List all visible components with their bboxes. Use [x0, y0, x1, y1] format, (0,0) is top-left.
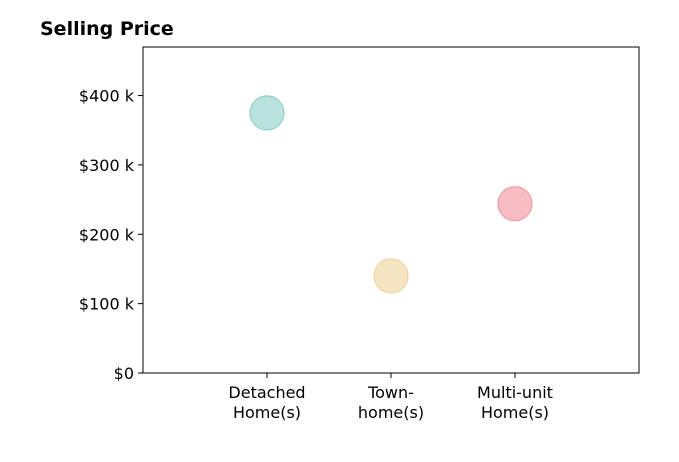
y-tick-label: $300 k — [79, 156, 135, 175]
x-tick-label: Home(s) — [233, 403, 301, 422]
y-tick-label: $200 k — [79, 225, 135, 244]
x-tick-label: home(s) — [358, 403, 424, 422]
x-tick-label: Detached — [228, 383, 305, 402]
data-points — [249, 95, 533, 294]
x-tick-label: Town- — [367, 383, 414, 402]
data-point — [249, 95, 285, 131]
x-tick-label: Multi-unit — [477, 383, 553, 402]
plot-frame — [142, 46, 640, 374]
data-point — [373, 258, 409, 294]
x-tick-label: Home(s) — [481, 403, 549, 422]
y-tick-label: $0 — [114, 364, 134, 383]
y-axis: $0 $100 k $200 k $300 k $400 k — [79, 87, 143, 383]
chart-title: Selling Price — [40, 18, 174, 40]
y-tick-label: $400 k — [79, 87, 135, 106]
x-axis: DetachedHome(s)Town-home(s)Multi-unitHom… — [228, 373, 553, 422]
y-tick-label: $100 k — [79, 295, 135, 314]
data-point — [497, 186, 533, 222]
